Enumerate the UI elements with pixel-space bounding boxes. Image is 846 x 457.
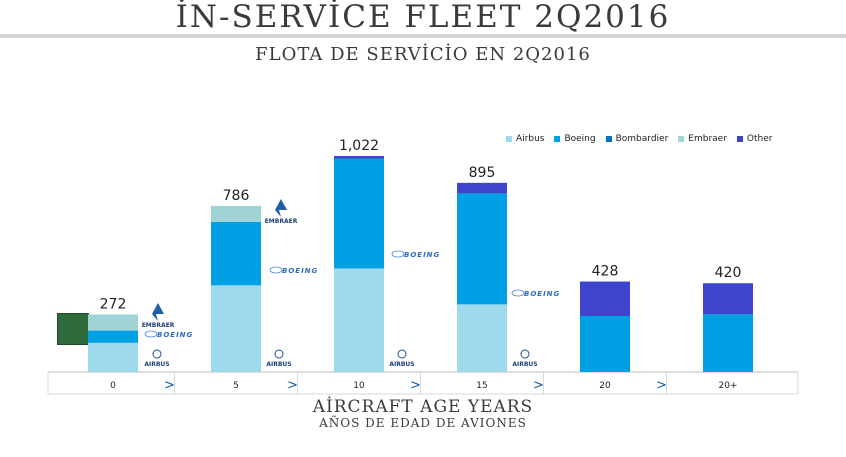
airbus-logo-icon <box>397 349 407 359</box>
bar-airbus-0 <box>88 342 138 372</box>
legend-item-boeing: Boeing <box>554 134 596 144</box>
legend-label-embraer: Embraer <box>688 134 727 144</box>
bar-boeing-1 <box>211 221 261 286</box>
airbus-logo-text: AIRBUS <box>389 361 414 368</box>
legend-swatch-boeing <box>554 136 561 142</box>
boeing-logo-icon <box>511 289 525 297</box>
bar-airbus-3 <box>457 304 507 372</box>
title-rule <box>0 34 846 38</box>
bar-airbus-2 <box>334 268 384 372</box>
boeing-logo-icon <box>391 250 405 258</box>
legend-label-bombardier: Bombardier <box>615 134 669 144</box>
embraer-logo-text: EMBRAER <box>265 218 298 225</box>
legend-item-embraer: Embraer <box>678 134 727 144</box>
boeing-logo-icon <box>144 330 158 338</box>
airbus-logo-text: AIRBUS <box>512 361 537 368</box>
bar-total-label: 1,022 <box>339 138 379 154</box>
bar-total-label: 786 <box>223 188 250 204</box>
bar-other-3 <box>457 182 507 194</box>
bar-other-5 <box>703 283 753 315</box>
legend: Airbus Boeing Bombardier Embraer Other <box>506 134 772 144</box>
chart-subtitle: FLOTA DE SERVİCİO EN 2Q2016 <box>255 44 591 65</box>
legend-swatch-other <box>736 136 743 142</box>
legend-swatch-airbus <box>506 136 512 142</box>
airbus-logo-icon <box>152 349 162 359</box>
bar-other-4 <box>580 281 630 316</box>
boeing-logo-icon <box>269 266 283 274</box>
embraer-logo-icon <box>152 303 164 321</box>
bar-total-label: 895 <box>469 165 496 181</box>
legend-label-boeing: Boeing <box>564 134 596 144</box>
bar-boeing-3 <box>457 193 507 305</box>
airbus-logo-icon <box>274 349 284 359</box>
airbus-logo-icon <box>520 349 530 359</box>
bar-total-label: 272 <box>100 297 127 313</box>
bar-boeing-4 <box>580 315 630 372</box>
x-tick-label: 5 <box>233 381 239 391</box>
embraer-logo-text: EMBRAER <box>142 322 175 329</box>
x-axis-title: AİRCRAFT AGE YEARS <box>312 397 534 417</box>
airbus-logo-text: AIRBUS <box>144 361 169 368</box>
separator-arrow: > <box>533 378 544 393</box>
airbus-logo-text: AIRBUS <box>266 361 291 368</box>
x-axis-subtitle: AÑOS DE EDAD DE AVIONES <box>319 416 527 430</box>
separator-arrow: > <box>656 378 667 393</box>
legend-item-other: Other <box>736 134 773 144</box>
bar-boeing-2 <box>334 158 384 269</box>
bar-other-2 <box>334 156 384 159</box>
bar-boeing-5 <box>703 314 753 372</box>
boeing-logo-text: BOEING <box>404 251 440 259</box>
legend-swatch-bombardier <box>605 136 612 142</box>
legend-item-bombardier: Bombardier <box>605 134 669 144</box>
separator-arrow: > <box>287 378 298 393</box>
boeing-logo-text: BOEING <box>157 331 193 339</box>
bar-boeing-0 <box>88 330 138 343</box>
bar-total-label: 420 <box>715 265 742 281</box>
bar-total-label: 428 <box>592 264 619 280</box>
bar-airbus-1 <box>211 285 261 372</box>
x-tick-label: 15 <box>476 381 487 391</box>
bar-embraer-0 <box>88 314 138 331</box>
boeing-logo-text: BOEING <box>282 267 318 275</box>
embraer-logo-icon <box>275 199 287 217</box>
x-tick-label: 20+ <box>719 381 738 391</box>
legend-swatch-embraer <box>678 136 685 142</box>
separator-arrow: > <box>164 378 175 393</box>
x-tick-label: 0 <box>110 381 116 391</box>
boeing-logo-text: BOEING <box>524 290 560 298</box>
chart-title: İN-SERVİCE FLEET 2Q2016 <box>175 0 671 35</box>
x-tick-label: 10 <box>353 381 365 391</box>
legend-label-airbus: Airbus <box>516 134 545 144</box>
legend-item-airbus: Airbus <box>506 134 544 144</box>
legend-label-other: Other <box>746 134 773 144</box>
bar-embraer-1 <box>211 205 261 222</box>
x-tick-label: 20 <box>599 381 611 391</box>
separator-arrow: > <box>410 378 421 393</box>
